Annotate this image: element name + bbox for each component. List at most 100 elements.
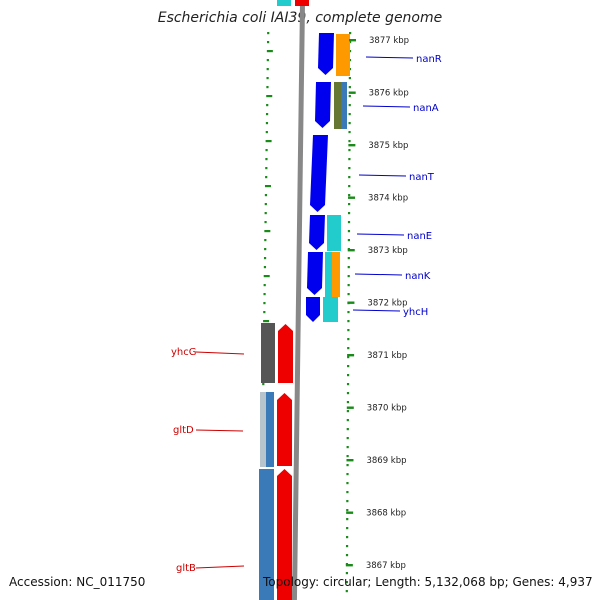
tick-mark-right — [349, 32, 352, 35]
tick-mark-left — [265, 131, 268, 134]
gene-arrow-gltD — [277, 393, 292, 466]
kbp-label: 3871 kbp — [367, 351, 407, 361]
tick-mark-left — [264, 248, 267, 251]
tick-mark-right — [347, 275, 350, 278]
tick-mark-right — [346, 536, 349, 539]
tick-mark-right — [348, 77, 351, 80]
kbp-tick — [347, 301, 355, 304]
tick-mark-right — [346, 383, 350, 386]
gene-arrow-nanE — [309, 215, 325, 250]
tick-mark-left — [265, 158, 268, 161]
tick-mark-left — [264, 230, 271, 233]
tick-mark-left — [265, 149, 268, 152]
kbp-label: 3877 kbp — [369, 36, 409, 46]
tick-mark-right — [347, 266, 350, 269]
cog-block-yhcH — [323, 297, 338, 322]
kbp-label: 3874 kbp — [368, 194, 408, 204]
tick-mark-left — [266, 77, 269, 80]
gene-label-leader — [352, 309, 401, 312]
tick-mark-left — [264, 221, 267, 224]
cog-block-nanR — [336, 34, 350, 76]
gene-label-leader — [354, 273, 403, 276]
gene-arrow-red — [295, 0, 309, 6]
tick-mark-right — [346, 527, 349, 530]
tick-mark-right — [347, 320, 350, 323]
tick-mark-left — [263, 257, 267, 260]
tick-mark-right — [346, 482, 349, 485]
cog-block-yhcG — [261, 323, 275, 383]
tick-mark-right — [346, 491, 349, 494]
tick-mark-right — [346, 419, 349, 422]
tick-mark-right — [346, 473, 349, 476]
tick-mark-right — [346, 464, 349, 467]
tick-mark-right — [346, 374, 350, 377]
tick-mark-left — [263, 284, 266, 287]
tick-mark-left — [263, 320, 270, 323]
cog-block-nanA — [341, 82, 347, 129]
tick-mark-right — [348, 176, 351, 179]
tick-mark-right — [348, 131, 351, 134]
gene-label-nanK: nanK — [405, 271, 431, 282]
tick-mark-left — [263, 275, 270, 278]
tick-mark-right — [348, 140, 351, 143]
kbp-tick — [346, 459, 354, 462]
tick-mark-right — [347, 311, 350, 314]
cog-block — [277, 0, 291, 6]
tick-mark-left — [265, 140, 272, 143]
tick-mark-right — [348, 203, 351, 206]
kbp-label: 3867 kbp — [366, 561, 406, 571]
tick-mark-left — [264, 185, 271, 188]
tick-mark-left — [266, 86, 269, 89]
kbp-tick — [345, 564, 353, 567]
gene-label-nanE: nanE — [407, 231, 432, 242]
tick-mark-left — [262, 383, 265, 386]
kbp-label: 3869 kbp — [366, 456, 406, 466]
gene-features — [259, 0, 350, 600]
tick-mark-right — [346, 455, 349, 458]
tick-mark-right — [348, 122, 351, 125]
tick-mark-left — [267, 32, 270, 35]
tick-mark-right — [345, 554, 349, 557]
tick-mark-right — [347, 365, 350, 368]
kbp-tick — [348, 196, 356, 199]
accession-text: Accession: NC_011750 — [9, 575, 146, 589]
backbone — [291, 0, 306, 600]
tick-mark-left — [266, 68, 269, 71]
tick-mark-right — [346, 428, 349, 431]
tick-mark-right — [348, 194, 351, 197]
tick-mark-left — [264, 212, 267, 215]
cog-block-gltB — [259, 469, 274, 600]
gene-arrow-gltB — [277, 469, 292, 600]
gene-label-gltD: gltD — [173, 425, 194, 436]
gene-label-nanA: nanA — [413, 103, 439, 114]
kbp-label: 3870 kbp — [367, 404, 407, 414]
tick-mark-right — [347, 230, 351, 233]
tick-mark-right — [346, 500, 349, 503]
gene-arrow-nanK — [307, 252, 323, 295]
kbp-tick — [346, 511, 354, 514]
backbone-line — [291, 0, 306, 600]
cog-block-nanA — [334, 82, 341, 98]
genome-stats-text: Topology: circular; Length: 5,132,068 bp… — [263, 575, 593, 589]
gene-label-leader — [195, 351, 245, 355]
gene-arrow-yhcG — [278, 324, 293, 383]
tick-mark-right — [345, 572, 349, 575]
gene-label-nanT: nanT — [409, 172, 435, 183]
tick-mark-right — [347, 293, 350, 296]
gene-arrow-yhcH — [306, 297, 320, 322]
tick-mark-right — [348, 185, 351, 188]
cog-block-nanA — [334, 98, 341, 129]
tick-mark-right — [348, 158, 351, 161]
cog-block-nanK — [332, 252, 340, 297]
gene-label-leader — [195, 565, 245, 569]
kbp-tick — [348, 144, 356, 147]
kbp-labels: 3877 kbp 3876 kbp 3875 kbp 3874 kbp 3873 kbp… — [345, 36, 409, 571]
tick-mark-right — [345, 545, 349, 548]
gene-label-yhcG: yhcG — [171, 347, 197, 358]
gene-arrow-nanA — [315, 82, 331, 128]
tick-mark-right — [346, 518, 349, 521]
gene-label-leader — [362, 105, 411, 108]
tick-mark-left — [263, 266, 267, 269]
kbp-label: 3872 kbp — [367, 299, 407, 309]
gene-label-gltB: gltB — [176, 563, 196, 574]
